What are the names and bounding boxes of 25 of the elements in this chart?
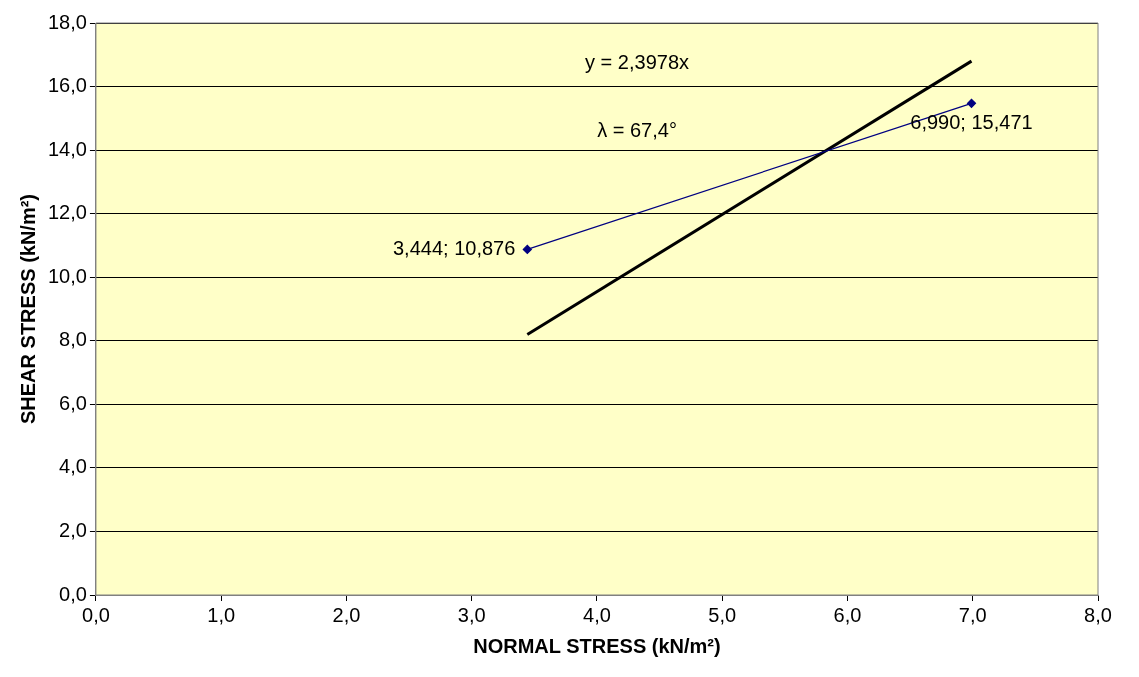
y-tick-label: 4,0: [59, 455, 87, 478]
x-tick-label: 3,0: [457, 603, 486, 626]
y-tick-label: 0,0: [59, 582, 87, 605]
y-tick-label: 10,0: [47, 264, 87, 287]
y-tick-label: 18,0: [47, 10, 87, 33]
y-tick-label: 16,0: [47, 74, 87, 97]
x-axis-title: NORMAL STRESS (kN/m²): [473, 634, 721, 657]
y-tick-label: 6,0: [59, 391, 87, 414]
y-tick-label: 12,0: [47, 201, 87, 224]
x-tick-label: 7,0: [958, 603, 987, 626]
x-tick-label: 2,0: [332, 603, 361, 626]
annotation: y = 2,3978x: [585, 50, 690, 73]
data-label: 3,444; 10,876: [392, 236, 516, 259]
y-tick-label: 2,0: [59, 518, 87, 541]
data-label: 6,990; 15,471: [910, 110, 1033, 133]
x-tick-label: 5,0: [708, 603, 737, 626]
y-axis-title: SHEAR STRESS (kN/m²): [16, 193, 39, 425]
y-tick-label: 14,0: [47, 137, 87, 160]
x-tick-label: 0,0: [82, 603, 110, 626]
x-tick-label: 8,0: [1084, 603, 1112, 626]
x-tick-label: 6,0: [833, 603, 862, 626]
x-tick-label: 1,0: [207, 603, 236, 626]
y-tick-label: 8,0: [59, 328, 87, 351]
x-tick-label: 4,0: [583, 603, 611, 626]
annotation: λ = 67,4°: [597, 119, 677, 142]
